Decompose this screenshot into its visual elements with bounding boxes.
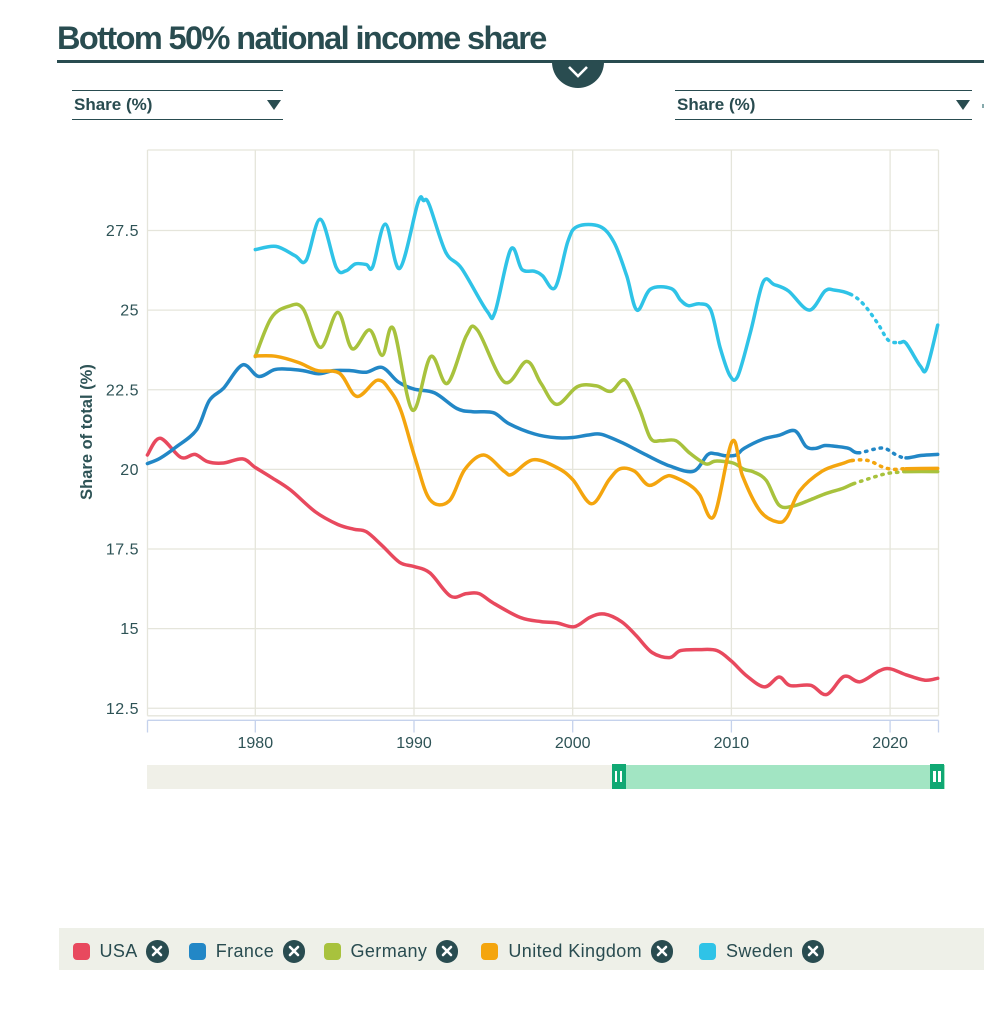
svg-text:17.5: 17.5 xyxy=(106,542,139,559)
svg-text:27.5: 27.5 xyxy=(106,223,139,240)
svg-text:12.5: 12.5 xyxy=(106,701,139,718)
svg-text:2000: 2000 xyxy=(555,735,591,752)
svg-text:1980: 1980 xyxy=(238,735,274,752)
svg-text:20: 20 xyxy=(120,462,139,479)
svg-text:Share of total (%): Share of total (%) xyxy=(78,364,96,500)
svg-text:2010: 2010 xyxy=(714,735,750,752)
svg-text:2020: 2020 xyxy=(872,735,908,752)
svg-text:22.5: 22.5 xyxy=(106,382,139,399)
svg-text:15: 15 xyxy=(120,621,139,638)
svg-text:25: 25 xyxy=(120,303,139,320)
svg-text:1990: 1990 xyxy=(396,735,432,752)
